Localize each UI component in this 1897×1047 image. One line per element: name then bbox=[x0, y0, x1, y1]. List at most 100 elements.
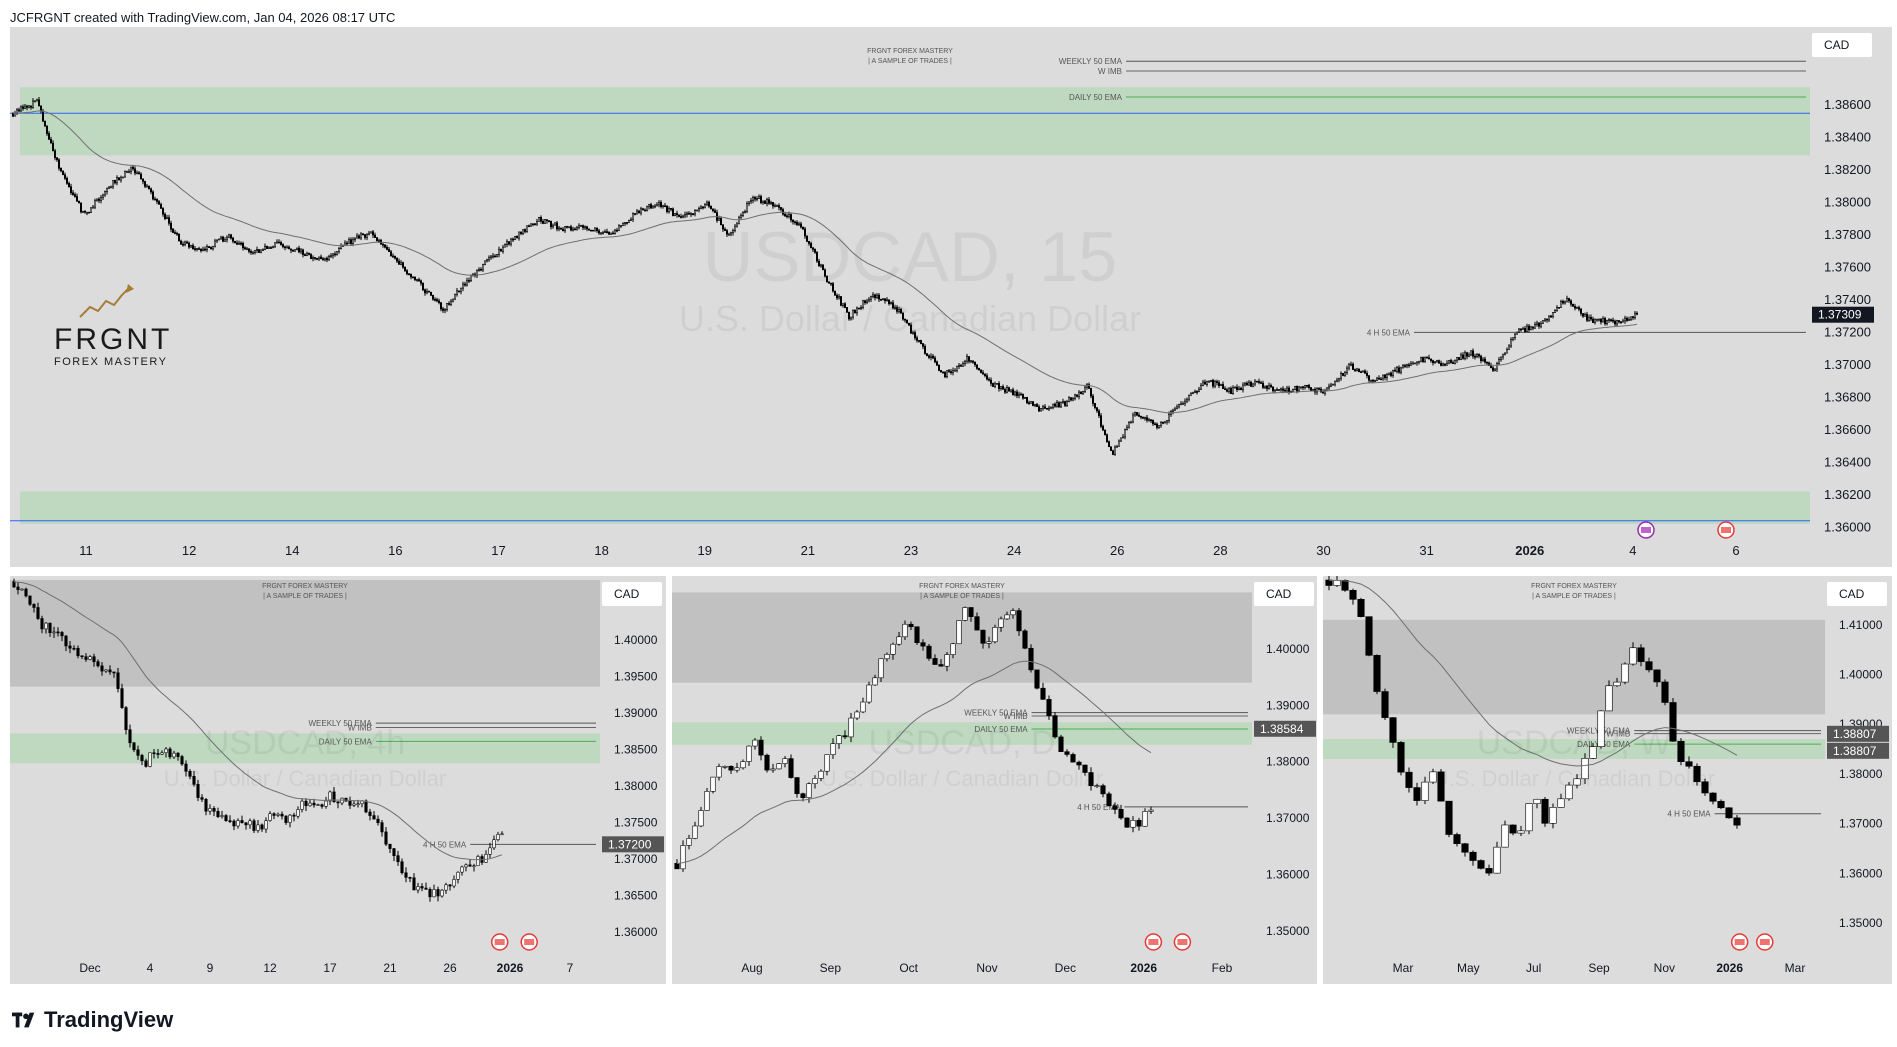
candle-body bbox=[1540, 323, 1543, 327]
candle-body bbox=[1338, 377, 1341, 381]
chart-panel-daily[interactable]: WEEKLY 50 EMA W IMB DAILY 50 EMA 4 H 50 EMA… bbox=[672, 576, 1317, 984]
candle-body bbox=[1366, 372, 1369, 376]
candle-body bbox=[356, 803, 360, 806]
candle-body bbox=[455, 290, 458, 295]
candle-body bbox=[859, 307, 862, 309]
candle-body bbox=[1202, 381, 1205, 386]
candle-body bbox=[800, 793, 806, 798]
candle-body bbox=[1373, 655, 1381, 692]
candle-body bbox=[854, 711, 860, 719]
x-tick-label: Dec bbox=[1055, 961, 1076, 975]
candle-body bbox=[653, 205, 656, 208]
candle-body bbox=[53, 150, 56, 158]
candle-body bbox=[872, 677, 878, 686]
candle-body bbox=[973, 361, 976, 365]
candle-body bbox=[12, 581, 16, 588]
candle-body bbox=[84, 210, 87, 213]
candle-body bbox=[184, 241, 187, 245]
candle-body bbox=[805, 235, 808, 242]
candle-body bbox=[234, 240, 237, 244]
candle-body bbox=[951, 370, 954, 374]
candle-body bbox=[399, 262, 402, 265]
candle-body bbox=[587, 228, 590, 231]
candle-body bbox=[353, 237, 356, 241]
candle-body bbox=[525, 225, 528, 232]
candle-body bbox=[501, 246, 504, 252]
candle-body bbox=[1370, 379, 1373, 382]
candle-body bbox=[1608, 319, 1611, 322]
candle-body bbox=[1322, 391, 1325, 394]
candle-body bbox=[1394, 369, 1397, 372]
candle-body bbox=[1256, 380, 1259, 383]
candle-body bbox=[993, 383, 996, 387]
candle-body bbox=[1461, 843, 1469, 853]
x-tick-label: Aug bbox=[741, 961, 762, 975]
candle-body bbox=[29, 105, 32, 108]
candle-body bbox=[569, 226, 572, 231]
candle-body bbox=[276, 813, 280, 816]
candle-body bbox=[689, 213, 692, 216]
candle-body bbox=[1341, 580, 1349, 591]
candle-body bbox=[1325, 579, 1333, 586]
candle-body bbox=[723, 228, 726, 231]
candle-body bbox=[1308, 385, 1311, 388]
candle-body bbox=[1466, 352, 1469, 357]
candle-body bbox=[80, 202, 83, 213]
candle-body bbox=[709, 205, 712, 210]
candle-body bbox=[1076, 394, 1079, 397]
candle-body bbox=[178, 233, 181, 242]
candle-body bbox=[753, 197, 756, 200]
candle-body bbox=[703, 204, 706, 208]
candle-body bbox=[821, 264, 824, 271]
chart-panel-weekly[interactable]: WEEKLY 50 EMA W IMB DAILY 50 EMA 4 H 50 EMA… bbox=[1323, 576, 1892, 984]
candle-body bbox=[301, 249, 304, 255]
candle-body bbox=[359, 233, 362, 239]
candle-body bbox=[120, 688, 124, 708]
x-tick-label: 4 bbox=[1629, 543, 1636, 558]
candle-body bbox=[324, 800, 328, 807]
candle-body bbox=[1176, 406, 1179, 410]
candle-body bbox=[836, 735, 842, 744]
candle-body bbox=[581, 225, 584, 228]
candle-body bbox=[1392, 369, 1395, 376]
candle-body bbox=[1234, 386, 1237, 389]
candle-body bbox=[59, 168, 62, 172]
candle-body bbox=[1316, 388, 1319, 393]
candle-body bbox=[35, 99, 38, 102]
candle-body bbox=[136, 749, 140, 756]
candle-body bbox=[463, 283, 466, 286]
candle-body bbox=[667, 208, 670, 212]
candle-body bbox=[655, 204, 658, 207]
candle-body bbox=[311, 257, 314, 260]
candle-body bbox=[348, 800, 352, 806]
last-price-label: 1.38584 bbox=[1260, 722, 1304, 736]
tradingview-logo[interactable]: TradingView bbox=[12, 1007, 173, 1033]
candle-body bbox=[368, 811, 372, 816]
candle-body bbox=[1011, 389, 1014, 396]
candle-body bbox=[22, 106, 25, 109]
candle-body bbox=[845, 307, 848, 313]
candle-body bbox=[639, 208, 642, 214]
candle-body bbox=[619, 225, 622, 227]
chart-panel-main[interactable]: WEEKLY 50 EMA W IMB DAILY 50 EMA 4 H 50 EMA… bbox=[10, 27, 1892, 567]
candle-body bbox=[279, 242, 282, 245]
candle-body bbox=[441, 308, 444, 311]
y-tick-label: 1.37000 bbox=[1266, 811, 1310, 825]
candle-body bbox=[1605, 685, 1613, 712]
candle-body bbox=[1312, 388, 1315, 391]
candle-body bbox=[1152, 420, 1155, 425]
candle-body bbox=[881, 298, 884, 300]
y-tick-label: 1.39000 bbox=[614, 706, 658, 720]
candle-body bbox=[567, 226, 570, 229]
candle-body bbox=[908, 623, 914, 628]
candle-body bbox=[961, 363, 964, 367]
candle-body bbox=[1362, 370, 1365, 373]
candle-body bbox=[1330, 384, 1333, 387]
candle-body bbox=[1453, 834, 1461, 845]
chart-panel-4h[interactable]: WEEKLY 50 EMA W IMB DAILY 50 EMA 4 H 50 EMA… bbox=[10, 576, 666, 984]
y-tick-label: 1.37000 bbox=[614, 852, 658, 866]
candle-body bbox=[721, 224, 724, 230]
candle-body bbox=[855, 307, 858, 314]
